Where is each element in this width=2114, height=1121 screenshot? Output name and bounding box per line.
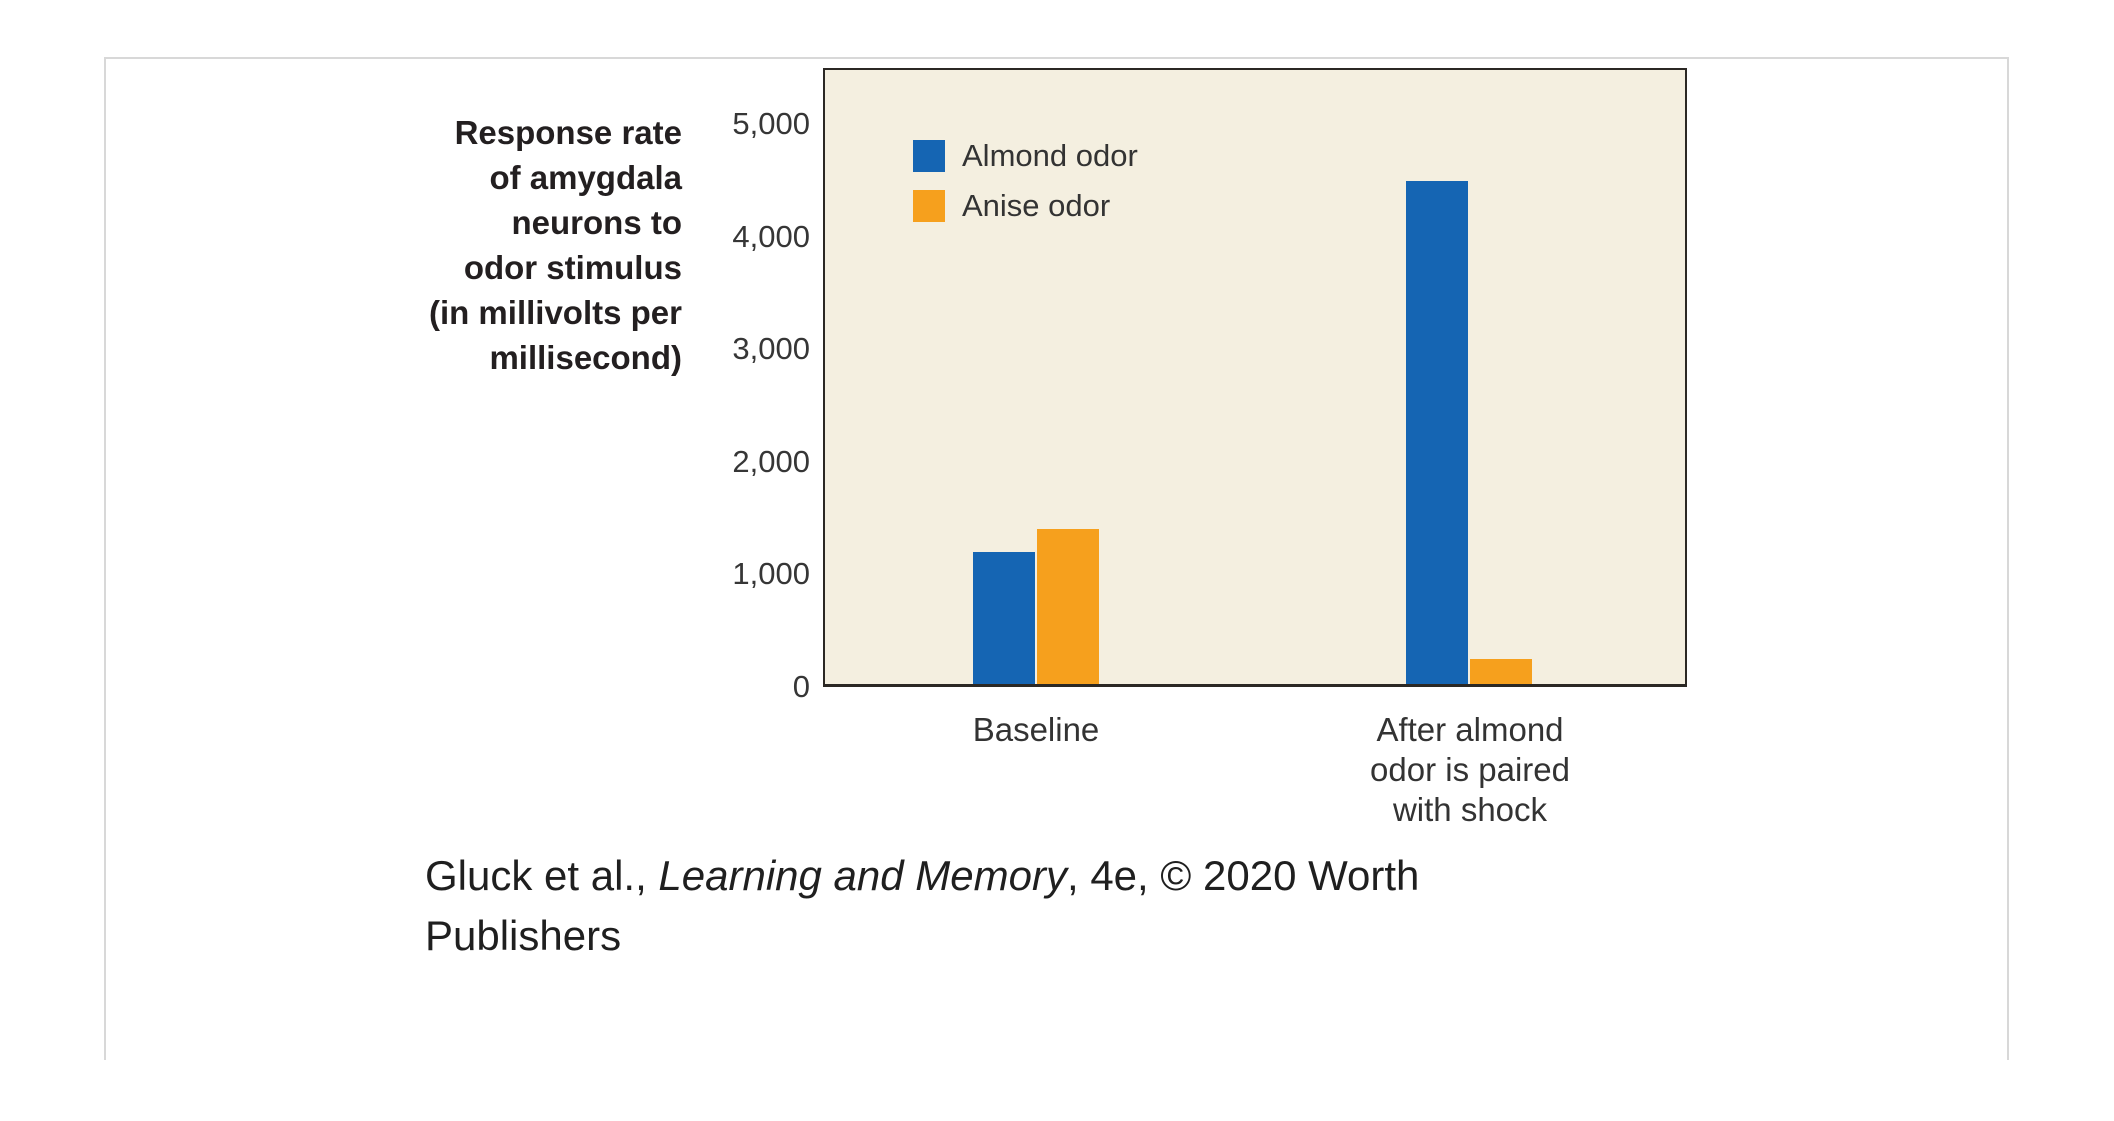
bar-anise-odor-after-shock <box>1470 659 1532 684</box>
bar-anise-odor-baseline <box>1037 529 1099 684</box>
anise-odor-swatch-icon <box>913 190 945 222</box>
x-category-label-baseline: Baseline <box>972 711 1100 748</box>
legend-label-anise-odor: Anise odor <box>962 188 1111 223</box>
caption-book-title: Learning and Memory <box>658 852 1067 899</box>
y-tick-label-4000: 4,000 <box>732 219 810 254</box>
legend-item-anise-odor: Anise odor <box>913 188 1138 224</box>
x-category-label-after-shock: After almond odor is paired with shock <box>1370 711 1570 828</box>
y-tick-label-3000: 3,000 <box>732 331 810 366</box>
caption-text-2: , 4e, © 2020 Worth <box>1066 852 1420 899</box>
y-tick-label-2000: 2,000 <box>732 444 810 479</box>
y-axis-title: Response rate of amygdala neurons to odo… <box>428 114 682 376</box>
caption-text: Gluck et al., <box>425 852 659 899</box>
y-tick-label-1000: 1,000 <box>732 556 810 591</box>
source-caption: Gluck et al., Learning and Memory, 4e, ©… <box>425 846 1525 966</box>
legend: Almond odor Anise odor <box>913 138 1138 238</box>
chart-plot-area <box>823 68 1687 687</box>
y-tick-label-5000: 5,000 <box>732 106 810 141</box>
almond-odor-swatch-icon <box>913 140 945 172</box>
legend-label-almond-odor: Almond odor <box>962 138 1138 173</box>
legend-item-almond-odor: Almond odor <box>913 138 1138 174</box>
caption-line2: Publishers <box>425 912 622 959</box>
bar-almond-odor-baseline <box>973 552 1035 684</box>
bar-almond-odor-after-shock <box>1406 181 1468 684</box>
y-tick-label-0: 0 <box>792 669 810 704</box>
